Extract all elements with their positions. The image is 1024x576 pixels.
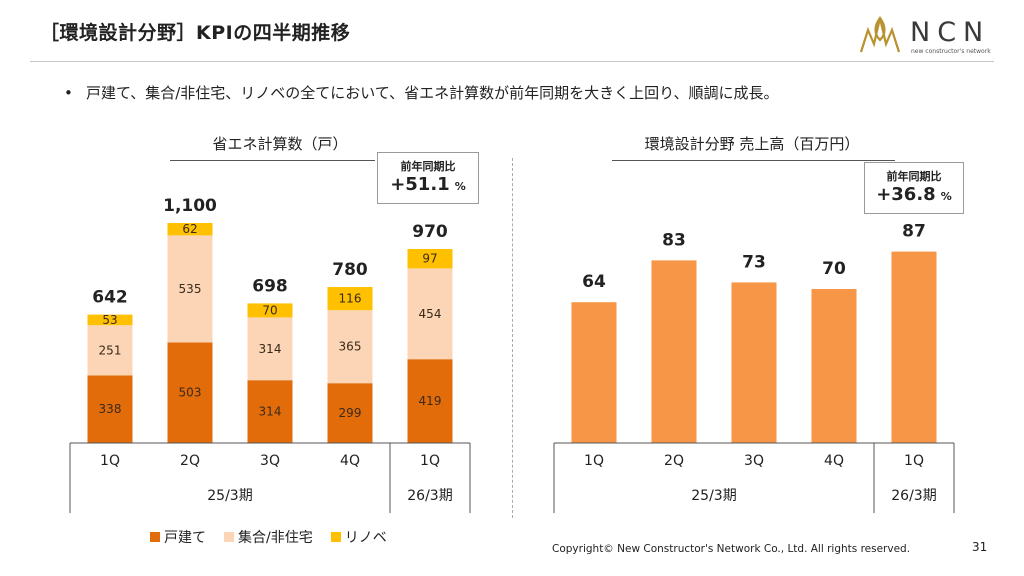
bar-value-label: 53 (102, 313, 117, 327)
bar (811, 289, 857, 443)
bar-value-label: 299 (339, 406, 362, 420)
logo-mark-icon (859, 16, 901, 53)
bar-value-label: 503 (179, 386, 202, 400)
left-period-label: 26/3期 (407, 488, 452, 504)
right-chart-title-rule (612, 160, 895, 161)
bar-value-label: 338 (99, 402, 122, 416)
bar-segment-detached (87, 375, 133, 443)
bullet-marker: • (64, 84, 73, 102)
chart-divider (512, 158, 513, 518)
bar-value-label: 62 (182, 222, 197, 236)
bar-segment-detached (167, 342, 213, 443)
right-tick-label: 1Q (904, 453, 924, 469)
page-number: 31 (972, 540, 988, 554)
right-tick-label: 2Q (664, 453, 684, 469)
left-tick-label: 4Q (340, 453, 360, 469)
bar (731, 282, 777, 443)
bar-value-label: 73 (742, 252, 766, 272)
right-period-label: 26/3期 (891, 488, 936, 504)
bar-total-label: 698 (252, 276, 288, 296)
left-badge-unit: % (454, 180, 466, 193)
bar-total-label: 970 (412, 222, 448, 242)
bar-segment-collective (87, 325, 133, 376)
bar-total-label: 642 (92, 288, 128, 308)
left-tick-label: 2Q (180, 453, 200, 469)
bar-segment-collective (407, 268, 453, 360)
right-tick-label: 4Q (824, 453, 844, 469)
legend-swatch-renovation (330, 532, 341, 542)
left-chart-title-rule (170, 160, 375, 161)
right-badge-value: +36.8 (876, 184, 936, 205)
bar-value-label: 419 (419, 394, 442, 408)
bar-segment-collective (167, 235, 213, 343)
legend-item-collective: 集合/非住宅 (224, 527, 313, 547)
left-yoy-badge: 前年同期比 +51.1 % (377, 152, 479, 204)
logo-text: NCN (910, 17, 990, 48)
legend: 戸建て 集合/非住宅 リノベ (150, 527, 387, 547)
bar (891, 251, 937, 443)
bar-value-label: 64 (582, 272, 606, 292)
right-tick-label: 3Q (744, 453, 764, 469)
right-chart-title: 環境設計分野 売上高（百万円） (644, 135, 860, 153)
header-divider (30, 61, 994, 62)
bar-segment-detached (247, 380, 293, 443)
page-title: ［環境設計分野］KPIの四半期推移 (40, 22, 351, 44)
legend-label-renovation: リノベ (344, 530, 387, 546)
legend-swatch-detached (150, 532, 160, 542)
bar (571, 302, 617, 443)
bar-value-label: 83 (662, 230, 686, 250)
summary-bullet: • 戸建て、集合/非住宅、リノベの全てにおいて、省エネ計算数が前年同期を大きく上回… (64, 82, 779, 103)
bar-value-label: 535 (179, 282, 202, 296)
right-badge-label: 前年同期比 (886, 170, 942, 183)
company-logo: NCN new constructor's network (859, 16, 991, 55)
bar-value-label: 314 (259, 405, 282, 419)
bar-segment-renovation (167, 223, 213, 236)
left-badge-label: 前年同期比 (400, 160, 456, 173)
legend-swatch-collective (224, 532, 234, 542)
bar-segment-collective (327, 310, 373, 384)
left-chart-title: 省エネ計算数（戸） (212, 135, 348, 153)
left-tick-label: 1Q (100, 453, 120, 469)
left-tick-label: 1Q (420, 453, 440, 469)
right-period-label: 25/3期 (691, 488, 736, 504)
bar (651, 260, 697, 443)
bar-value-label: 251 (99, 343, 122, 357)
left-period-label: 25/3期 (207, 488, 252, 504)
bar-total-label: 780 (332, 260, 368, 280)
legend-item-detached: 戸建て (150, 527, 206, 547)
right-tick-label: 1Q (584, 453, 604, 469)
bar-value-label: 97 (422, 252, 437, 266)
bar-value-label: 314 (259, 342, 282, 356)
left-badge-value: +51.1 (390, 174, 450, 195)
right-yoy-badge: 前年同期比 +36.8 % (864, 162, 964, 214)
bar-segment-renovation (87, 314, 133, 326)
bar-segment-renovation (327, 287, 373, 311)
legend-label-collective: 集合/非住宅 (238, 530, 313, 546)
bar-value-label: 454 (419, 307, 442, 321)
left-tick-label: 3Q (260, 453, 280, 469)
bar-segment-renovation (407, 249, 453, 269)
bullet-text: 戸建て、集合/非住宅、リノベの全てにおいて、省エネ計算数が前年同期を大きく上回り… (86, 84, 779, 102)
bar-value-label: 87 (902, 222, 926, 242)
bar-value-label: 116 (339, 292, 362, 306)
bar-value-label: 70 (822, 259, 846, 279)
legend-label-detached: 戸建て (164, 530, 206, 546)
bar-segment-detached (327, 383, 373, 443)
bar-segment-detached (407, 359, 453, 443)
copyright-text: Copyright© New Constructor's Network Co.… (552, 543, 911, 555)
bar-segment-renovation (247, 303, 293, 318)
bar-value-label: 70 (262, 303, 277, 317)
logo-subtext: new constructor's network (911, 48, 991, 55)
legend-item-renovation: リノベ (330, 527, 387, 547)
bar-total-label: 1,100 (163, 196, 217, 216)
bar-value-label: 365 (339, 340, 362, 354)
right-badge-unit: % (940, 190, 952, 203)
bar-segment-collective (247, 317, 293, 381)
